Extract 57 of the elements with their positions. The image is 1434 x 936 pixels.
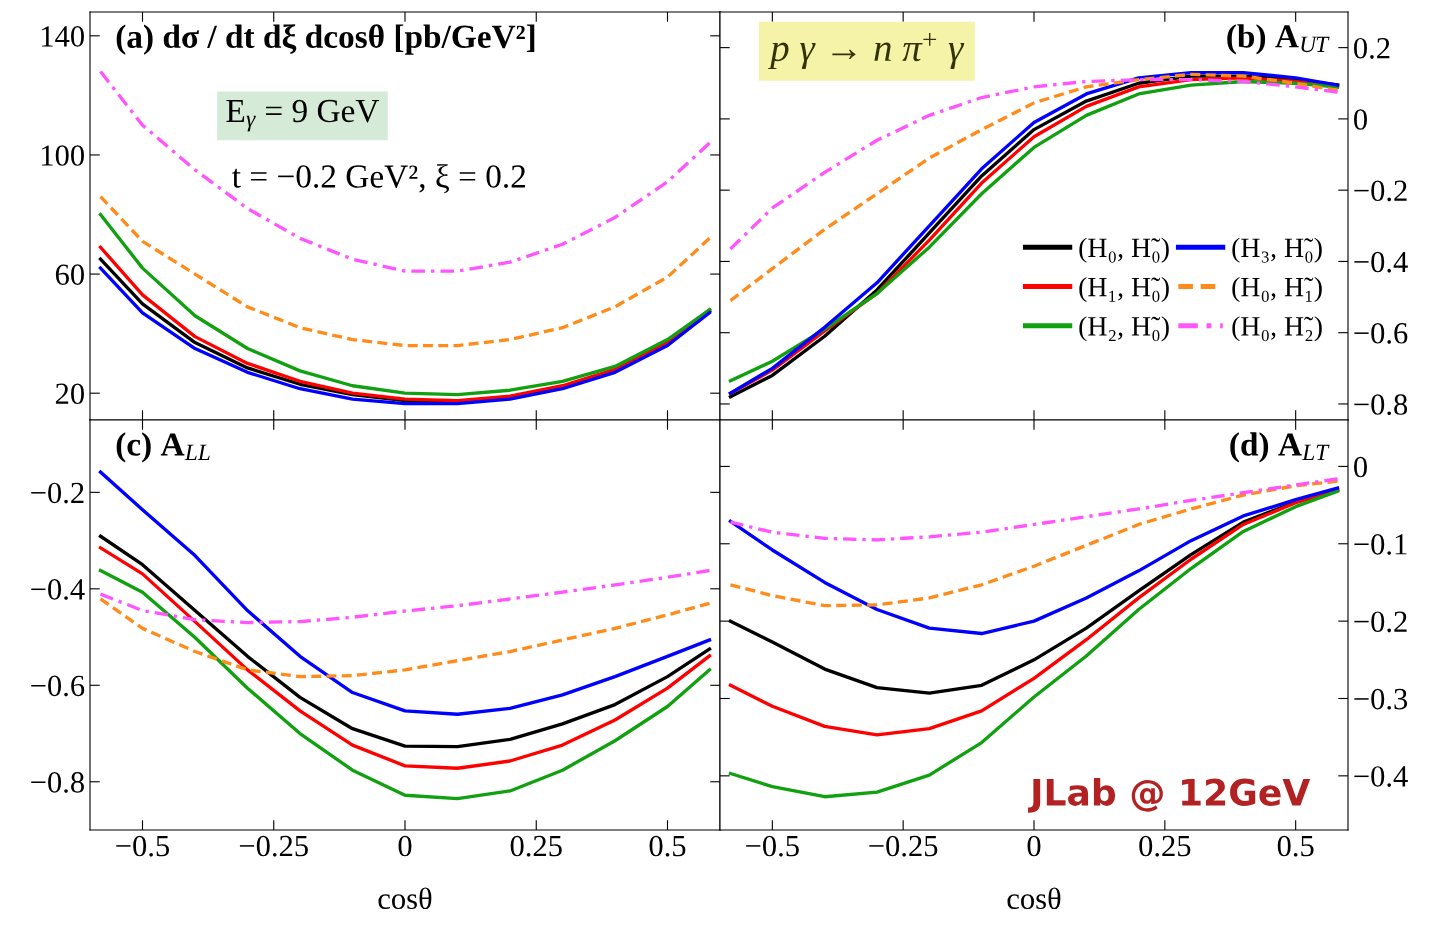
x-tick-label: −0.25 — [239, 835, 308, 857]
x-axis-title: cosθ — [1007, 887, 1061, 910]
annotation: JLab @ 12GeV — [1028, 777, 1311, 813]
y-tick-label: −0.3 — [1354, 688, 1408, 710]
y-tick-label: −0.2 — [31, 482, 84, 504]
legend-label: (H₀, H̃₀) — [1079, 237, 1169, 263]
x-tick-label: 0.25 — [1139, 835, 1191, 857]
y-tick-label: 0 — [1354, 109, 1367, 130]
legend-label: (H₀, H̃₂) — [1232, 316, 1322, 342]
y-tick-label: 20 — [55, 383, 84, 405]
y-tick-label: 100 — [41, 145, 84, 166]
chart-title: (c) A$_{LL}$ — [116, 432, 210, 463]
annotation: p γ → n π$^{+}$ γ — [767, 32, 965, 70]
x-tick-label: 0.5 — [1277, 835, 1314, 857]
y-tick-label: −0.2 — [1354, 180, 1407, 202]
x-tick-label: −0.25 — [869, 835, 938, 857]
chart-title: (a) dσ / dt dξ dcosθ [pb/GeV²] — [116, 24, 535, 55]
chart-title: (b) A$_{UT}$ — [1227, 24, 1330, 55]
legend-label: (H₃, H̃₀) — [1232, 237, 1322, 263]
x-axis-title: cosθ — [378, 887, 432, 910]
line-series — [98, 568, 712, 625]
x-tick-label: 0 — [1027, 835, 1041, 857]
x-tick-label: 0 — [398, 835, 412, 857]
line-series — [98, 568, 712, 801]
line-series — [98, 470, 712, 716]
y-tick-label: 0.2 — [1354, 37, 1390, 59]
y-tick-label: −0.4 — [1354, 766, 1408, 787]
y-tick-label: 60 — [55, 264, 84, 285]
x-tick-label: 0.5 — [649, 835, 686, 857]
annotation: t = −0.2 GeV², ξ = 0.2 — [232, 164, 526, 194]
y-tick-label: −0.4 — [31, 579, 85, 600]
line-series — [728, 479, 1340, 608]
line-series — [728, 477, 1340, 542]
y-tick-label: −0.8 — [31, 772, 84, 793]
y-tick-label: −0.6 — [31, 675, 85, 697]
y-tick-label: −0.1 — [1354, 534, 1407, 555]
line-series — [728, 72, 1340, 303]
y-tick-label: −0.8 — [1354, 394, 1408, 415]
legend-label: (H₀, H̃₁) — [1232, 276, 1322, 303]
x-tick-label: −0.5 — [116, 835, 170, 857]
y-tick-label: −0.2 — [1354, 611, 1407, 633]
legend-label: (H₂, H̃₀) — [1079, 316, 1169, 342]
line-series — [98, 194, 712, 348]
line-series — [98, 69, 712, 273]
y-tick-label: 0 — [1354, 456, 1367, 478]
legend-label: (H₁, H̃₀) — [1079, 276, 1169, 303]
chart-title: (d) A$_{LT}$ — [1230, 432, 1330, 463]
line-series — [728, 488, 1340, 737]
x-tick-label: −0.5 — [746, 835, 799, 857]
y-tick-label: −0.4 — [1354, 251, 1408, 273]
y-tick-label: −0.6 — [1354, 322, 1408, 344]
line-series — [98, 212, 712, 397]
line-series — [98, 597, 712, 679]
line-series — [728, 486, 1340, 636]
y-tick-label: 140 — [41, 26, 84, 47]
x-tick-label: 0.25 — [510, 835, 562, 857]
annotation: E$_{γ}$ = 9 GeV — [226, 99, 380, 132]
